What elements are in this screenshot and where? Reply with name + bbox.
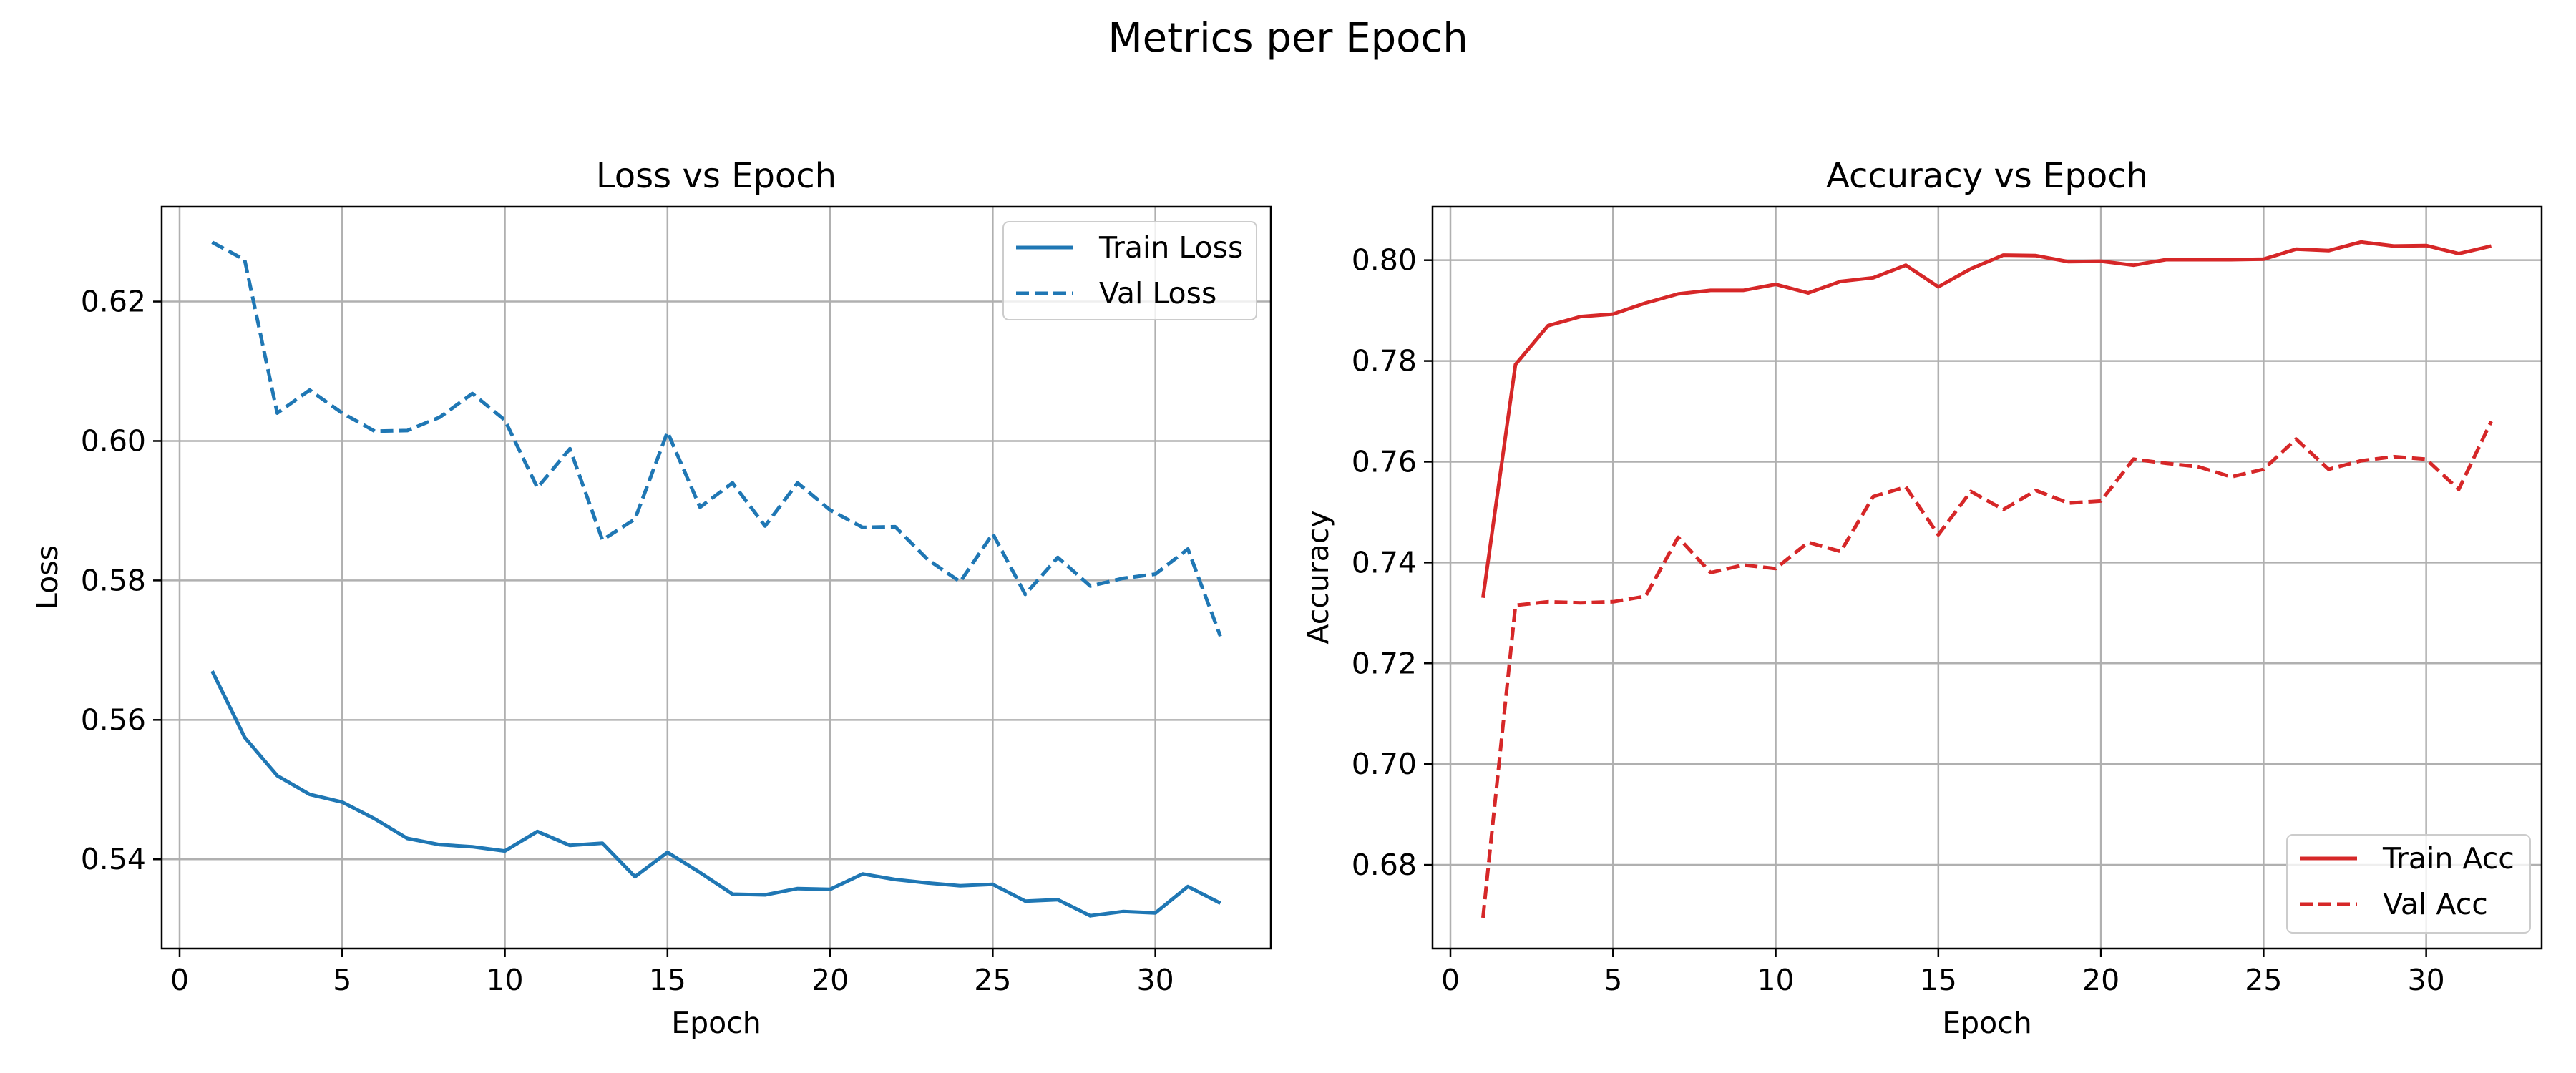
loss-xtick-label-10: 10 [486,963,523,997]
loss-y-ticks: 0.54 0.56 0.58 0.60 0.62 [81,285,162,876]
loss-x-axis-label: Epoch [671,1006,761,1040]
loss-series-val-loss [211,240,1222,637]
loss-xtick-label-25: 25 [974,963,1011,997]
loss-legend: Train Loss Val Loss [1002,221,1257,320]
accuracy-legend: Train Acc Val Acc [2286,834,2531,934]
accuracy-ytick-label-5: 0.78 [1352,344,1417,378]
accuracy-xtick-label-10: 10 [1757,963,1794,997]
accuracy-series-lines [1481,240,2493,918]
accuracy-ytick-label-2: 0.72 [1352,646,1417,680]
accuracy-chart-title: Accuracy vs Epoch [1826,156,2148,196]
loss-chart-title: Loss vs Epoch [596,156,836,196]
accuracy-ytick-label-4: 0.76 [1352,444,1417,479]
loss-ytick-label-0: 0.54 [81,842,146,876]
legend-label-val-acc: Val Acc [2383,887,2488,921]
accuracy-y-ticks: 0.68 0.70 0.72 0.74 0.76 0.78 0.80 [1352,243,1433,882]
loss-plot-area [160,205,1272,950]
accuracy-xtick-label-20: 20 [2082,963,2119,997]
accuracy-ytick-label-3: 0.74 [1352,545,1417,579]
loss-xtick-label-30: 30 [1137,963,1174,997]
loss-xtick-label-0: 0 [170,963,189,997]
loss-series-lines [210,240,1222,918]
accuracy-ytick-label-0: 0.68 [1352,848,1417,882]
accuracy-xtick-label-0: 0 [1441,963,1460,997]
accuracy-xtick-label-25: 25 [2245,963,2282,997]
loss-ytick-label-3: 0.60 [81,423,146,458]
loss-y-axis-label: Loss [30,545,64,609]
accuracy-x-ticks: 0 5 10 15 20 25 30 [1441,949,2445,997]
accuracy-series-val-acc [1481,421,2493,918]
accuracy-series-train-acc [1481,240,2492,599]
accuracy-xtick-label-15: 15 [1920,963,1957,997]
loss-ytick-label-2: 0.58 [81,563,146,597]
accuracy-y-axis-label: Accuracy [1301,510,1335,644]
loss-x-ticks: 0 5 10 15 20 25 30 [170,949,1174,997]
legend-label-val-loss: Val Loss [1099,276,1216,310]
loss-series-train-loss [210,670,1221,918]
legend-label-train-loss: Train Loss [1098,230,1243,265]
accuracy-x-axis-label: Epoch [1942,1006,2032,1040]
loss-xtick-label-5: 5 [333,963,351,997]
legend-label-train-acc: Train Acc [2382,841,2514,876]
loss-ytick-label-1: 0.56 [81,702,146,737]
accuracy-panel: Accuracy vs Epoch 0 5 10 15 20 25 30 0.680.700… [1301,156,2543,1040]
accuracy-plot-area [1431,205,2543,950]
loss-xtick-label-20: 20 [811,963,849,997]
figure-title: Metrics per Epoch [1108,15,1468,62]
accuracy-ytick-label-6: 0.80 [1352,243,1417,278]
accuracy-xtick-label-30: 30 [2408,963,2445,997]
loss-panel: Loss vs Epoch 0 5 10 15 20 25 30 0.540.560.580… [30,156,1272,1040]
accuracy-gridlines [1433,207,2542,949]
loss-ytick-label-4: 0.62 [81,285,146,319]
accuracy-xtick-label-5: 5 [1604,963,1622,997]
loss-xtick-label-15: 15 [649,963,686,997]
accuracy-ytick-label-1: 0.70 [1352,747,1417,781]
